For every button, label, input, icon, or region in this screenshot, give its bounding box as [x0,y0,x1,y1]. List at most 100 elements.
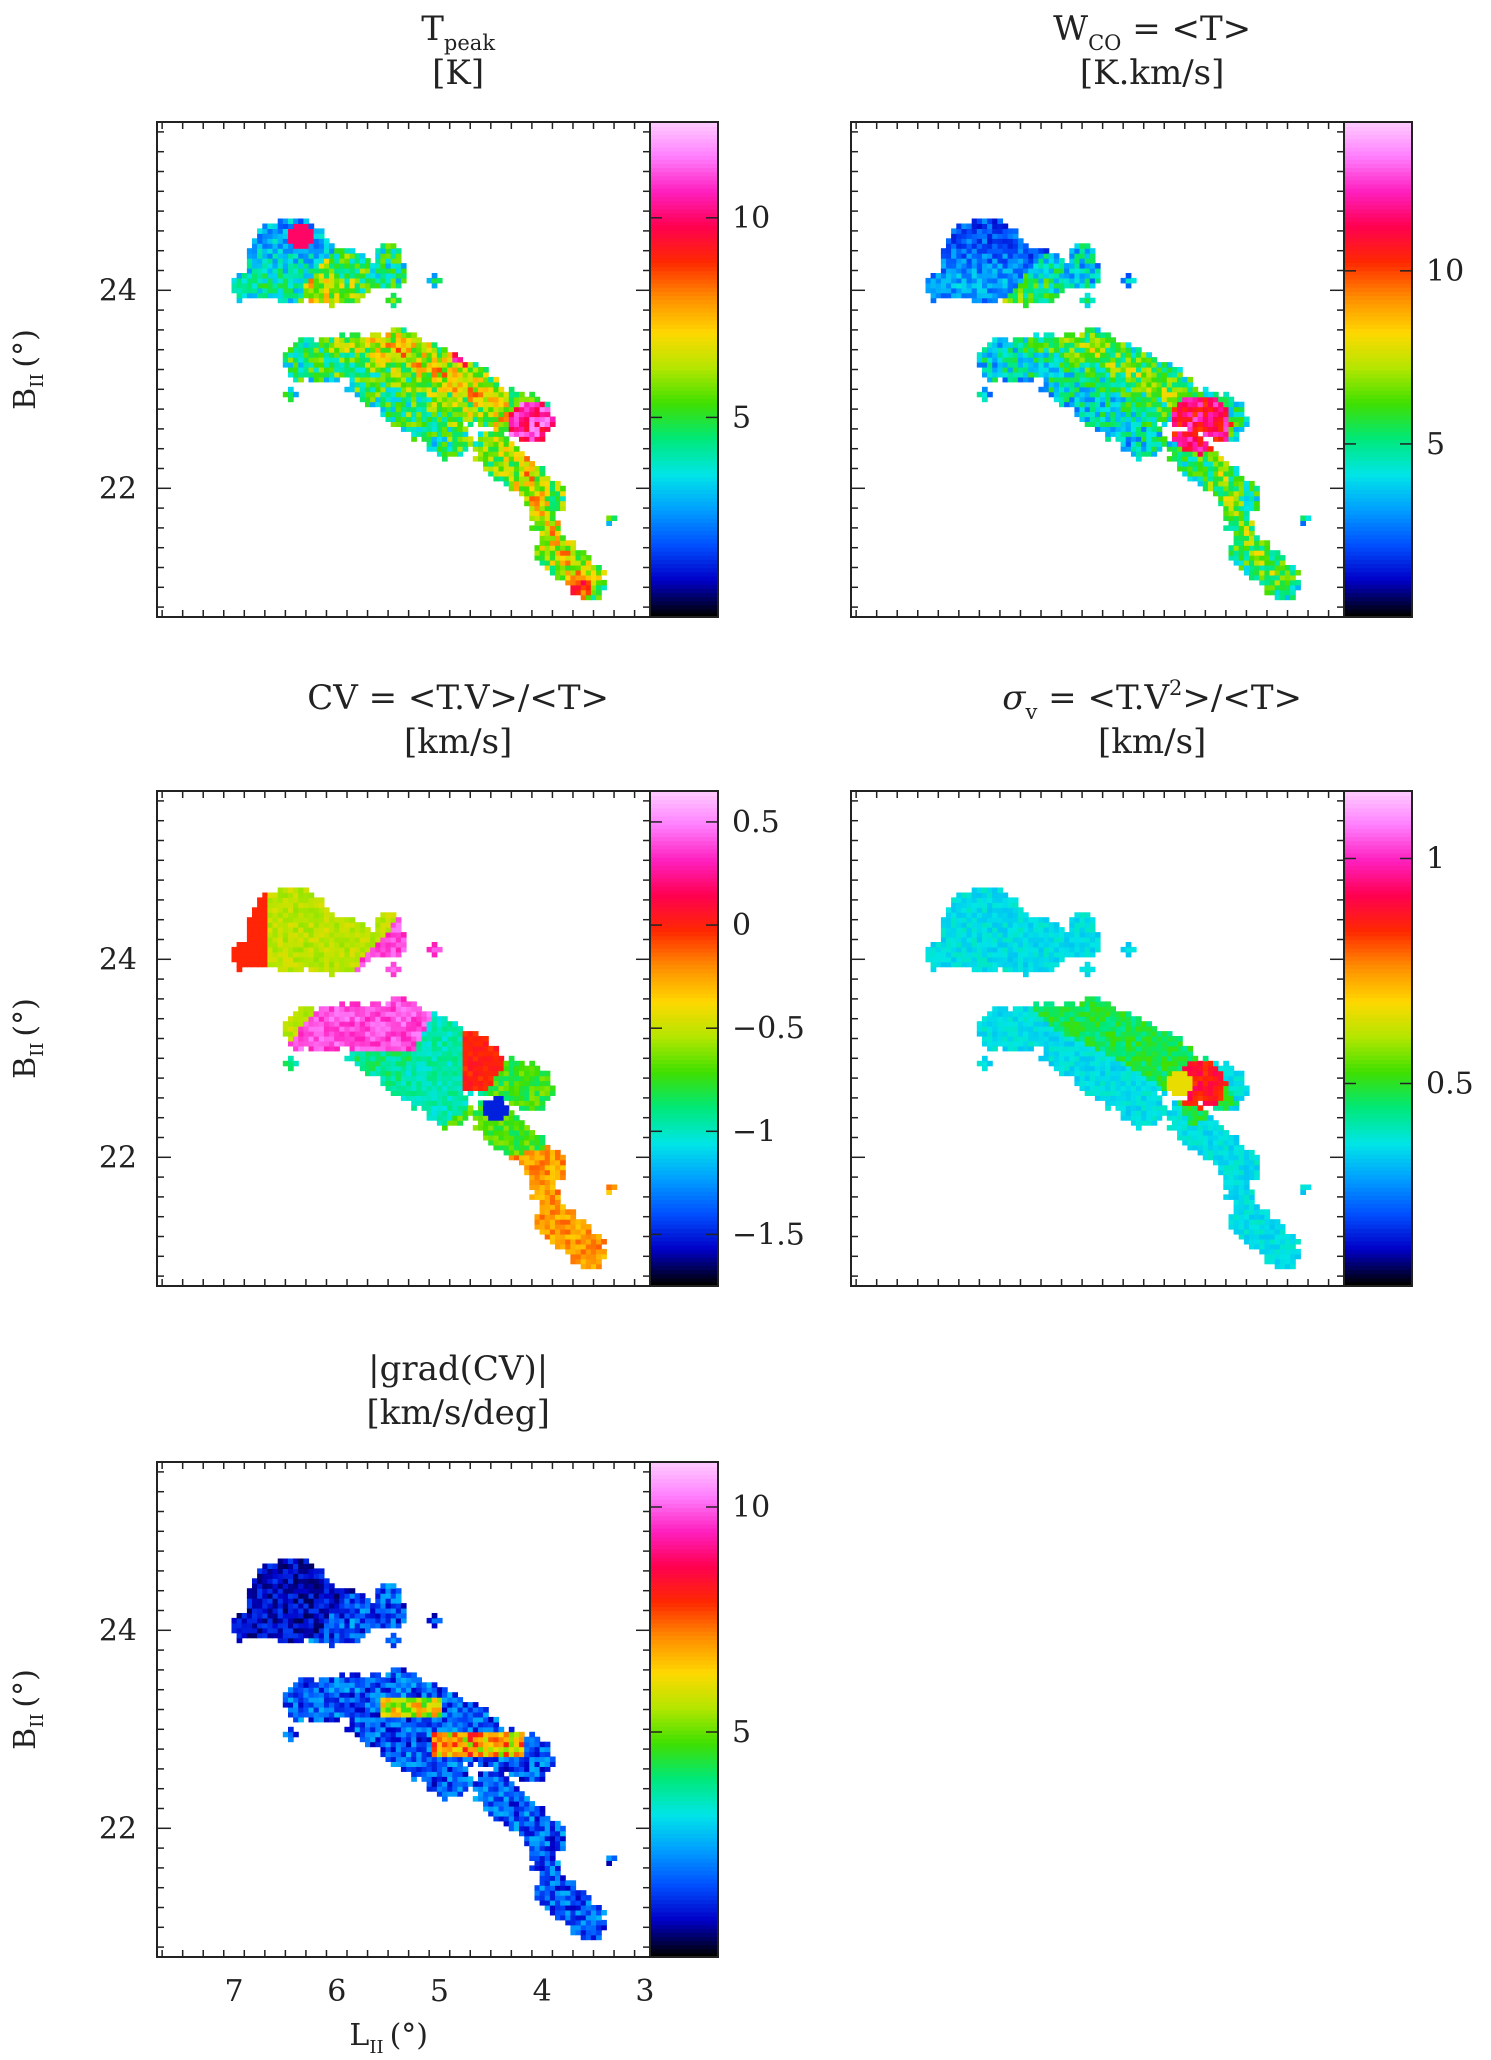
heatmap-cell [966,233,973,239]
heatmap-cell [1161,416,1168,422]
heatmap-cell [992,263,998,269]
heatmap-cell [508,456,515,462]
heatmap-cell [442,441,448,447]
heatmap-cell [1228,485,1235,492]
heatmap-cell [293,956,299,963]
heatmap-cell [339,937,345,943]
heatmap-cell [1100,352,1106,358]
heatmap-cell [365,401,371,408]
colorbar-step [1344,307,1412,313]
heatmap-cell [370,1065,376,1072]
heatmap-cell [442,401,448,408]
heatmap-cell [524,1169,530,1176]
heatmap-cell [966,268,973,274]
colorbar-step [650,513,718,519]
heatmap-cell [1089,327,1096,333]
heatmap-cell [1223,416,1229,422]
heatmap-cell [1182,396,1188,403]
heatmap-cell [447,391,453,398]
heatmap-cell [519,1159,525,1166]
heatmap-cell [1218,436,1224,442]
heatmap-cell [1238,540,1245,546]
heatmap-cell [421,1041,428,1047]
heatmap-cell [1264,570,1271,576]
colorbar-step [650,427,718,433]
heatmap-cell [308,268,315,274]
heatmap-cell [282,956,289,963]
heatmap-cell [282,243,289,249]
colorbar-step [650,1215,718,1221]
heatmap-cell [534,406,541,413]
heatmap-cell [298,357,304,363]
heatmap-cell [1177,406,1183,413]
heatmap-cell [544,416,551,422]
colorbar-step [650,361,718,367]
heatmap-cell [354,391,361,398]
heatmap-cell [1059,386,1065,393]
heatmap-cell [951,228,957,234]
heatmap-cell [1249,570,1255,576]
heatmap-cell [519,475,525,482]
heatmap-cell [457,357,464,363]
heatmap-cell [1125,446,1132,452]
heatmap-cell [1243,525,1250,531]
heatmap-cell [416,416,422,422]
heatmap-cell [498,441,505,447]
heatmap-cell [313,277,320,284]
heatmap-cell [1048,362,1055,368]
heatmap-cell [544,480,551,487]
heatmap-cell [555,495,561,502]
heatmap-cell [1218,471,1224,477]
heatmap-cell [411,1055,417,1062]
heatmap-cell [472,1070,479,1077]
colorbar-step [650,489,718,494]
heatmap-cell [1023,362,1029,368]
heatmap-cell [344,1021,351,1027]
heatmap-cells-sigma [925,887,1312,1270]
heatmap-cell [987,342,993,348]
heatmap-cell [570,1209,577,1215]
heatmap-cell [971,892,978,898]
heatmap-cell [1069,347,1075,353]
heatmap-cell [1017,248,1024,254]
panel-title: CV = <T.V>/<T> [307,678,609,718]
heatmap-cell [519,471,525,477]
heatmap-cell [1069,248,1075,254]
heatmap-cell [436,357,443,363]
heatmap-cell [452,451,458,457]
heatmap-cell [400,1080,407,1087]
heatmap-cell [580,589,587,596]
heatmap-cell [1243,505,1250,512]
heatmap-cell [1094,391,1101,398]
heatmap-cell [359,273,366,279]
heatmap-cell [472,1075,479,1082]
heatmap-cell [257,902,263,908]
heatmap-cell [385,1065,392,1072]
heatmap-cell [282,263,289,269]
heatmap-cell [1059,277,1065,284]
heatmap-cell [1274,579,1281,586]
heatmap-cell [426,431,433,437]
heatmap-cell [308,376,315,383]
heatmap-cell [1059,352,1065,358]
heatmap-cell [1223,525,1229,531]
heatmap-cell [1223,391,1229,398]
heatmap-cell [1136,347,1142,353]
heatmap-cell [565,1243,571,1250]
heatmap-cell [1084,362,1091,368]
heatmap-cell [555,574,561,581]
heatmap-cell [442,436,448,442]
heatmap-cell [385,406,392,413]
heatmap-cell [1105,386,1111,393]
heatmap-cell [478,1065,484,1072]
heatmap-cell [1043,386,1050,393]
heatmap-cell [1048,376,1055,383]
heatmap-cell [293,912,299,918]
heatmap-cell [1023,248,1029,254]
colorbar-step [650,381,718,387]
heatmap-cell [282,1021,289,1027]
heatmap-cell [380,922,387,928]
heatmap-cell [262,892,268,898]
heatmap-cell [344,922,351,928]
heatmap-cell [354,961,361,968]
